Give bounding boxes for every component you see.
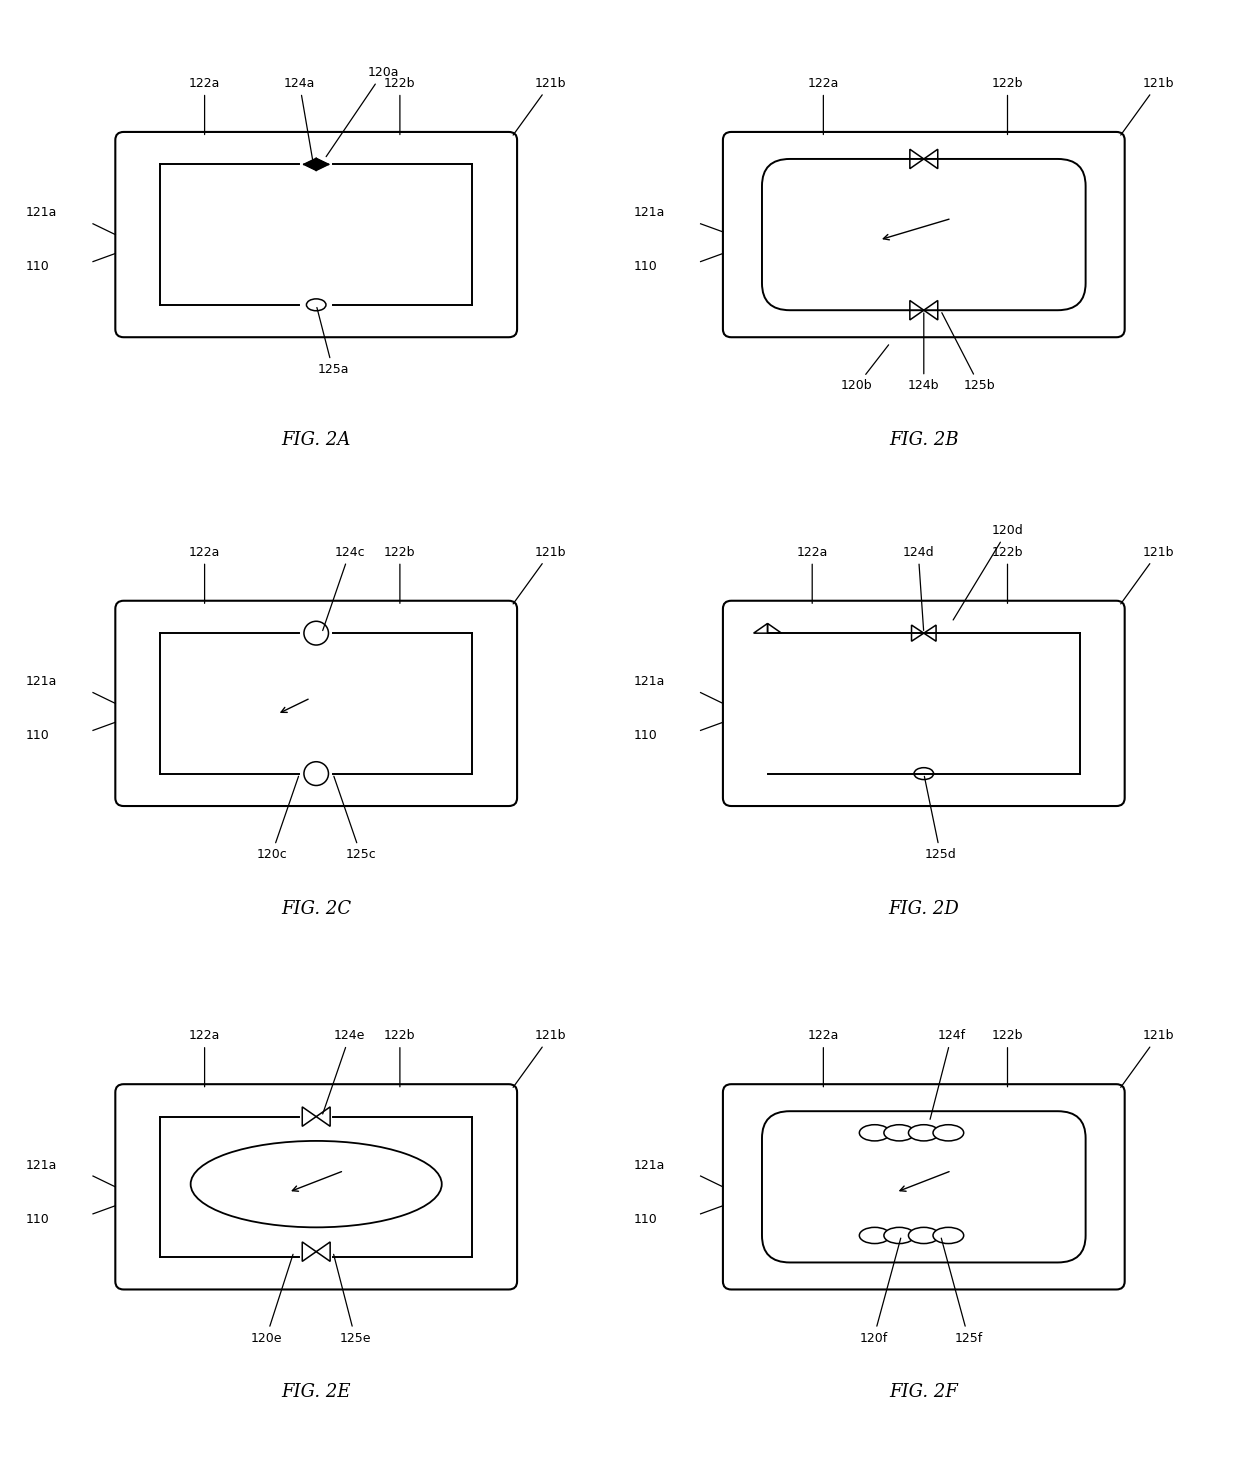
Text: FIG. 2A: FIG. 2A — [281, 431, 351, 448]
Ellipse shape — [914, 768, 934, 779]
Text: 121b: 121b — [1121, 545, 1174, 604]
Text: 122b: 122b — [992, 545, 1023, 604]
Ellipse shape — [909, 1228, 939, 1244]
Text: 125a: 125a — [317, 308, 348, 377]
Text: 125e: 125e — [334, 1254, 371, 1345]
Ellipse shape — [859, 1228, 890, 1244]
Text: 122b: 122b — [992, 76, 1023, 135]
Text: 110: 110 — [26, 1213, 50, 1226]
Text: 121a: 121a — [26, 207, 57, 220]
Text: 125f: 125f — [941, 1238, 982, 1345]
Text: 125d: 125d — [924, 776, 956, 861]
Circle shape — [304, 762, 329, 785]
Circle shape — [304, 621, 329, 645]
Ellipse shape — [932, 1125, 963, 1141]
Ellipse shape — [909, 1125, 939, 1141]
Ellipse shape — [932, 1228, 963, 1244]
Text: 125c: 125c — [334, 776, 376, 861]
Text: FIG. 2C: FIG. 2C — [281, 900, 351, 917]
Text: 122a: 122a — [188, 1028, 221, 1087]
Text: 124e: 124e — [322, 1028, 366, 1113]
Text: 122a: 122a — [188, 545, 221, 604]
Text: 120c: 120c — [257, 776, 299, 861]
Text: 122a: 122a — [807, 1028, 839, 1087]
Text: 121b: 121b — [513, 545, 567, 604]
Text: 110: 110 — [634, 261, 657, 274]
Text: 120e: 120e — [250, 1254, 293, 1345]
Text: 122b: 122b — [384, 1028, 415, 1087]
Text: 124f: 124f — [930, 1028, 966, 1119]
Text: FIG. 2F: FIG. 2F — [889, 1383, 959, 1401]
Text: 124b: 124b — [908, 314, 940, 393]
Text: FIG. 2E: FIG. 2E — [281, 1383, 351, 1401]
Text: 110: 110 — [634, 730, 657, 743]
Text: 122b: 122b — [384, 545, 415, 604]
Text: 124c: 124c — [322, 545, 365, 630]
Text: 121b: 121b — [513, 76, 567, 135]
Ellipse shape — [884, 1228, 915, 1244]
Text: 121a: 121a — [26, 675, 57, 689]
Text: 122a: 122a — [188, 76, 221, 135]
Text: 121a: 121a — [634, 207, 665, 220]
Text: 121b: 121b — [1121, 1028, 1174, 1087]
Text: 121a: 121a — [634, 1159, 665, 1172]
Text: 110: 110 — [26, 261, 50, 274]
Text: FIG. 2D: FIG. 2D — [888, 900, 960, 917]
Text: 120a: 120a — [326, 66, 399, 157]
Ellipse shape — [191, 1141, 441, 1228]
Text: 110: 110 — [26, 730, 50, 743]
Text: 125b: 125b — [942, 312, 996, 393]
Text: 124a: 124a — [284, 76, 315, 161]
Text: 122a: 122a — [796, 545, 828, 604]
Text: 121b: 121b — [1121, 76, 1174, 135]
Text: FIG. 2B: FIG. 2B — [889, 431, 959, 448]
Text: 120d: 120d — [954, 524, 1023, 620]
Text: 121b: 121b — [513, 1028, 567, 1087]
Text: 121a: 121a — [634, 675, 665, 689]
Text: 122b: 122b — [384, 76, 415, 135]
Text: 124d: 124d — [903, 545, 934, 630]
Polygon shape — [304, 158, 329, 170]
Text: 120f: 120f — [859, 1238, 900, 1345]
Ellipse shape — [859, 1125, 890, 1141]
Text: 122b: 122b — [992, 1028, 1023, 1087]
Text: 110: 110 — [634, 1213, 657, 1226]
Ellipse shape — [884, 1125, 915, 1141]
Text: 122a: 122a — [807, 76, 839, 135]
Ellipse shape — [306, 299, 326, 311]
Text: 121a: 121a — [26, 1159, 57, 1172]
Text: 120b: 120b — [841, 344, 889, 393]
